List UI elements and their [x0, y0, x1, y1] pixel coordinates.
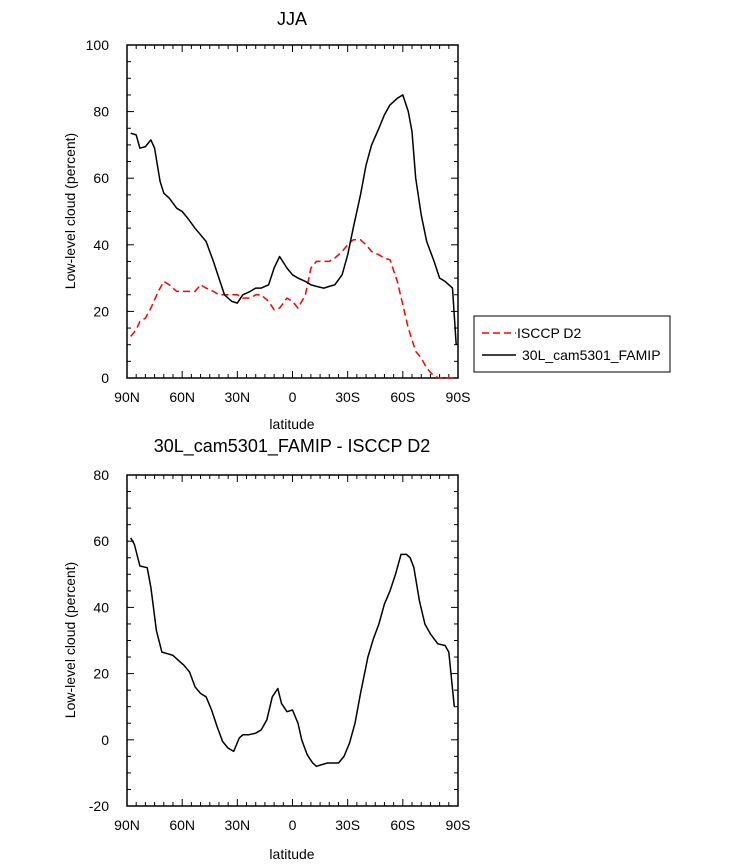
top-y-tick-label: 20	[93, 303, 109, 319]
bottom-chart-title: 30L_cam5301_FAMIP - ISCCP D2	[154, 436, 430, 457]
bottom-chart-x-axis-label: latitude	[269, 846, 314, 862]
bottom-y-tick-label: 40	[93, 599, 109, 615]
bottom-chart: 30L_cam5301_FAMIP - ISCCP D2 90N 60N 30N 0 3…	[62, 436, 470, 862]
top-y-tick-label: 0	[101, 370, 109, 386]
bottom-chart-lines	[130, 537, 456, 768]
bottom-chart-y-axis-label: Low-level cloud (percent)	[62, 562, 78, 718]
bottom-chart-plot-frame	[126, 474, 459, 807]
top-y-tick-label: 100	[86, 37, 110, 53]
bottom-x-tick-label: 30S	[335, 817, 360, 833]
bottom-y-tick-label: 80	[93, 467, 109, 483]
top-x-tick-label: 30N	[224, 389, 250, 405]
top-x-tick-label: 0	[289, 389, 297, 405]
bottom-y-tick-label: 20	[93, 666, 109, 682]
bottom-y-tick-label: 60	[93, 533, 109, 549]
bottom-x-tick-label: 0	[289, 817, 297, 833]
bottom-series-line-0	[130, 537, 456, 768]
bottom-x-tick-label: 30N	[224, 817, 250, 833]
top-x-tick-label: 60S	[390, 389, 415, 405]
top-x-tick-label: 90S	[446, 389, 471, 405]
bottom-y-tick-label: 0	[101, 732, 109, 748]
top-x-tick-label: 90N	[114, 389, 140, 405]
top-chart-y-axis-label: Low-level cloud (percent)	[62, 133, 78, 289]
bottom-y-tick-label: -20	[89, 798, 109, 814]
legend: ISCCP D2 30L_cam5301_FAMIP	[473, 315, 671, 373]
top-y-tick-label: 80	[93, 104, 109, 120]
top-chart-lines	[130, 94, 457, 379]
top-y-tick-label: 60	[93, 170, 109, 186]
bottom-chart-ticks: 90N 60N 30N 0 30S 60S 90S -20 0 20 40 60 80	[89, 467, 471, 833]
top-chart: JJA 90N 60N 30N 0 30S 60S 90S 0 20 40 60 80 100 lati…	[62, 9, 671, 432]
top-x-tick-label: 30S	[335, 389, 360, 405]
top-series-line-1	[130, 94, 457, 345]
top-chart-plot-frame	[126, 44, 459, 379]
legend-entry-cam: 30L_cam5301_FAMIP	[522, 347, 661, 363]
bottom-x-tick-label: 60N	[169, 817, 195, 833]
bottom-x-tick-label: 60S	[390, 817, 415, 833]
legend-entry-isccp: ISCCP D2	[517, 325, 582, 341]
top-chart-title: JJA	[277, 9, 307, 29]
bottom-x-tick-label: 90S	[446, 817, 471, 833]
top-y-tick-label: 40	[93, 237, 109, 253]
top-chart-x-axis-label: latitude	[269, 416, 314, 432]
top-series-line-0	[130, 239, 457, 379]
bottom-x-tick-label: 90N	[114, 817, 140, 833]
legend-box	[473, 315, 671, 373]
top-chart-ticks: 90N 60N 30N 0 30S 60S 90S 0 20 40 60 80 100	[86, 37, 471, 405]
top-x-tick-label: 60N	[169, 389, 195, 405]
